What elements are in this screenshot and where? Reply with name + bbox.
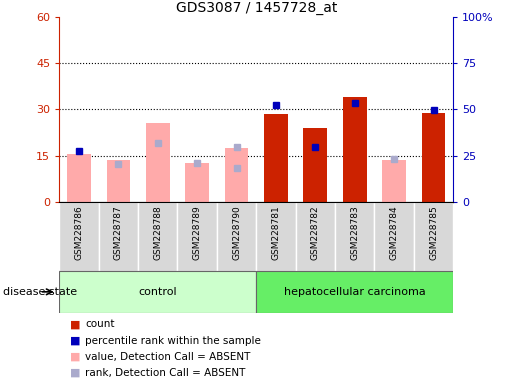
Text: rank, Detection Call = ABSENT: rank, Detection Call = ABSENT [85, 368, 245, 378]
Bar [264, 114, 288, 202]
Bar [59, 271, 256, 313]
Bar [225, 148, 248, 202]
Text: GSM228781: GSM228781 [271, 205, 280, 260]
Text: ■: ■ [70, 368, 80, 378]
Bar [217, 202, 256, 271]
Text: GSM228785: GSM228785 [429, 205, 438, 260]
Text: GSM228782: GSM228782 [311, 205, 320, 260]
Bar [99, 202, 138, 271]
Bar [343, 97, 367, 202]
Text: ■: ■ [70, 336, 80, 346]
Bar [138, 202, 177, 271]
Bar [296, 202, 335, 271]
Text: GSM228789: GSM228789 [193, 205, 201, 260]
Bar [382, 160, 406, 202]
Text: count: count [85, 319, 114, 329]
Text: hepatocellular carcinoma: hepatocellular carcinoma [284, 287, 425, 297]
Text: GSM228788: GSM228788 [153, 205, 162, 260]
Bar [414, 202, 453, 271]
Text: ■: ■ [70, 352, 80, 362]
Text: GSM228783: GSM228783 [350, 205, 359, 260]
Text: GSM228790: GSM228790 [232, 205, 241, 260]
Text: disease state: disease state [3, 287, 77, 297]
Bar [374, 202, 414, 271]
Bar [146, 123, 169, 202]
Bar [256, 202, 296, 271]
Title: GDS3087 / 1457728_at: GDS3087 / 1457728_at [176, 1, 337, 15]
Bar [177, 202, 217, 271]
Text: ■: ■ [70, 319, 80, 329]
Text: GSM228787: GSM228787 [114, 205, 123, 260]
Text: GSM228784: GSM228784 [390, 205, 399, 260]
Text: value, Detection Call = ABSENT: value, Detection Call = ABSENT [85, 352, 250, 362]
Bar [67, 154, 91, 202]
Bar [256, 271, 453, 313]
Bar [335, 202, 374, 271]
Bar [185, 163, 209, 202]
Text: GSM228786: GSM228786 [75, 205, 83, 260]
Bar [107, 160, 130, 202]
Bar [303, 128, 327, 202]
Text: percentile rank within the sample: percentile rank within the sample [85, 336, 261, 346]
Bar [59, 202, 99, 271]
Text: control: control [139, 287, 177, 297]
Bar [422, 113, 445, 202]
